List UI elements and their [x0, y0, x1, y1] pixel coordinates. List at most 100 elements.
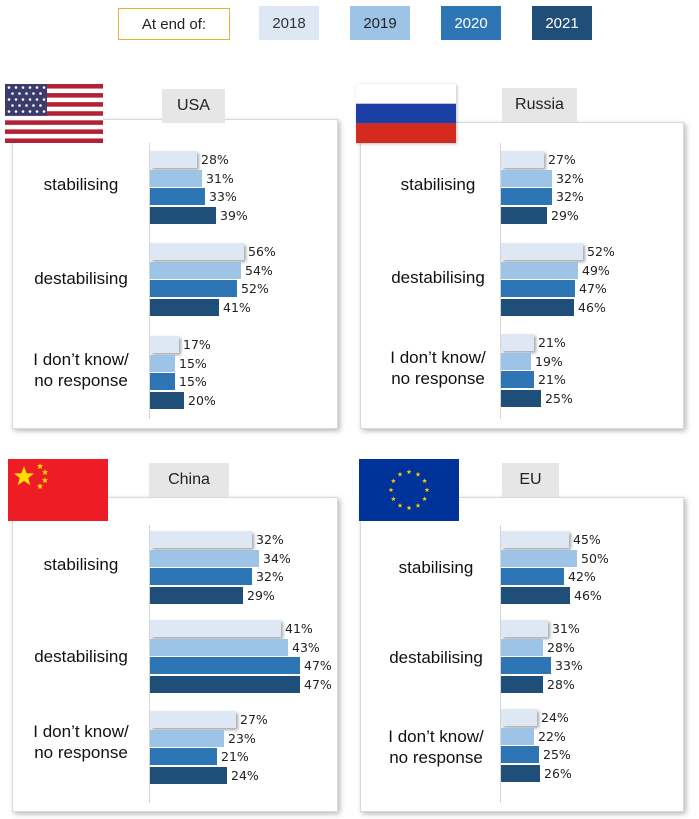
- legend-title: At end of:: [118, 8, 230, 40]
- russia-bar-2019-group-0: [501, 169, 552, 187]
- china-value-label-2021-group-2: 24%: [231, 767, 259, 783]
- eu-star-icon: [397, 502, 403, 508]
- eu-value-label-2020-group-2: 25%: [543, 747, 571, 762]
- eu-bar-2019-group-0: [501, 549, 577, 567]
- china-axis-line: [149, 525, 150, 803]
- russia-value-label-2021-group-2: 25%: [545, 390, 573, 406]
- russia-flag-icon: [356, 84, 456, 143]
- china-flag-icon: [8, 459, 108, 521]
- eu-star-icon: [415, 471, 421, 477]
- eu-value-label-2018-group-0: 45%: [573, 532, 601, 547]
- eu-bar-2018-group-2: [501, 709, 537, 726]
- usa-value-label-2020-group-0: 33%: [209, 189, 237, 204]
- usa-bar-2020-group-0: [150, 188, 205, 205]
- russia-bar-2018-group-0: [501, 151, 544, 168]
- russia-bar-2021-group-2: [501, 389, 541, 407]
- russia-bar-2021-group-0: [501, 206, 547, 224]
- china-value-label-2020-group-1: 47%: [304, 658, 332, 673]
- usa-value-label-2018-group-2: 17%: [183, 337, 211, 352]
- eu-value-label-2018-group-2: 24%: [541, 710, 569, 725]
- usa-value-label-2021-group-0: 39%: [220, 207, 248, 223]
- eu-region-label: EU: [502, 463, 559, 497]
- usa-category-dont-know: I don’t know/ no response: [33, 350, 129, 390]
- china-value-label-2019-group-2: 23%: [228, 730, 256, 746]
- eu-axis-line: [500, 525, 501, 803]
- eu-bar-2021-group-0: [501, 586, 570, 604]
- russia-value-label-2021-group-1: 46%: [578, 299, 606, 315]
- russia-value-label-2020-group-0: 32%: [556, 189, 584, 204]
- russia-bar-2020-group-1: [501, 280, 575, 297]
- china-bar-2021-group-0: [150, 586, 243, 604]
- usa-value-label-2018-group-1: 56%: [248, 244, 276, 259]
- russia-value-label-2018-group-0: 27%: [548, 152, 576, 167]
- eu-value-label-2019-group-0: 50%: [581, 550, 609, 566]
- eu-bar-2020-group-1: [501, 657, 551, 674]
- russia-value-label-2018-group-2: 21%: [538, 335, 566, 350]
- russia-category-dont-know: I don’t know/ no response: [390, 348, 486, 388]
- china-value-label-2018-group-2: 27%: [240, 712, 268, 727]
- eu-value-label-2019-group-1: 28%: [547, 639, 575, 655]
- usa-category-stabilising: stabilising: [43, 175, 119, 194]
- china-value-label-2021-group-0: 29%: [247, 587, 275, 603]
- usa-value-label-2020-group-2: 15%: [179, 374, 207, 389]
- legend-item-2021: 2021: [532, 6, 592, 40]
- china-bar-2018-group-0: [150, 531, 252, 548]
- china-value-label-2019-group-1: 43%: [292, 639, 320, 655]
- eu-value-label-2018-group-1: 31%: [552, 621, 580, 636]
- eu-bar-2020-group-0: [501, 568, 564, 585]
- russia-value-label-2019-group-1: 49%: [582, 262, 610, 278]
- eu-bar-2021-group-2: [501, 764, 540, 782]
- usa-bar-2019-group-2: [150, 354, 175, 372]
- eu-value-label-2021-group-1: 28%: [547, 676, 575, 692]
- eu-star-icon: [390, 496, 396, 502]
- russia-value-label-2020-group-2: 21%: [538, 372, 566, 387]
- china-bar-2019-group-0: [150, 549, 259, 567]
- russia-bar-2018-group-2: [501, 334, 534, 351]
- legend-item-2020: 2020: [441, 6, 501, 40]
- china-bar-2021-group-2: [150, 766, 227, 784]
- russia-category-stabilising: stabilising: [400, 175, 476, 194]
- usa-value-label-2019-group-2: 15%: [179, 355, 207, 371]
- eu-value-label-2020-group-1: 33%: [555, 658, 583, 673]
- russia-value-label-2019-group-2: 19%: [535, 353, 563, 369]
- china-value-label-2020-group-2: 21%: [221, 749, 249, 764]
- eu-star-icon: [422, 478, 428, 484]
- china-value-label-2018-group-0: 32%: [256, 532, 284, 547]
- eu-bar-2020-group-2: [501, 746, 539, 763]
- usa-value-label-2019-group-1: 54%: [245, 262, 273, 278]
- eu-star-icon: [397, 471, 403, 477]
- eu-star-icon: [390, 478, 396, 484]
- usa-bar-2018-group-0: [150, 151, 197, 168]
- russia-bar-2018-group-1: [501, 243, 583, 260]
- china-value-label-2021-group-1: 47%: [304, 676, 332, 692]
- china-bar-2020-group-2: [150, 748, 217, 765]
- usa-value-label-2021-group-1: 41%: [223, 299, 251, 315]
- eu-bar-2019-group-1: [501, 638, 543, 656]
- russia-value-label-2021-group-0: 29%: [551, 207, 579, 223]
- china-category-stabilising: stabilising: [43, 555, 119, 574]
- eu-flag-icon: [359, 459, 459, 521]
- usa-bar-2021-group-2: [150, 391, 184, 409]
- china-value-label-2019-group-0: 34%: [263, 550, 291, 566]
- china-category-destabilising: destabilising: [34, 647, 128, 666]
- eu-star-icon: [406, 469, 412, 475]
- usa-value-label-2018-group-0: 28%: [201, 152, 229, 167]
- russia-value-label-2019-group-0: 32%: [556, 170, 584, 186]
- usa-bar-2020-group-1: [150, 280, 237, 297]
- eu-bar-2018-group-1: [501, 620, 548, 637]
- russia-bar-2020-group-2: [501, 371, 534, 388]
- russia-bar-2019-group-1: [501, 261, 578, 279]
- china-category-dont-know: I don’t know/ no response: [33, 722, 129, 762]
- china-bar-2020-group-0: [150, 568, 252, 585]
- eu-value-label-2020-group-0: 42%: [568, 569, 596, 584]
- usa-bar-2021-group-0: [150, 206, 216, 224]
- usa-bar-2019-group-0: [150, 169, 202, 187]
- usa-value-label-2021-group-2: 20%: [188, 392, 216, 408]
- russia-region-label: Russia: [502, 88, 577, 122]
- china-bar-2018-group-1: [150, 620, 281, 637]
- russia-value-label-2018-group-1: 52%: [587, 244, 615, 259]
- usa-bar-2021-group-1: [150, 298, 219, 316]
- russia-value-label-2020-group-1: 47%: [579, 281, 607, 296]
- usa-value-label-2019-group-0: 31%: [206, 170, 234, 186]
- usa-bar-2018-group-1: [150, 243, 244, 260]
